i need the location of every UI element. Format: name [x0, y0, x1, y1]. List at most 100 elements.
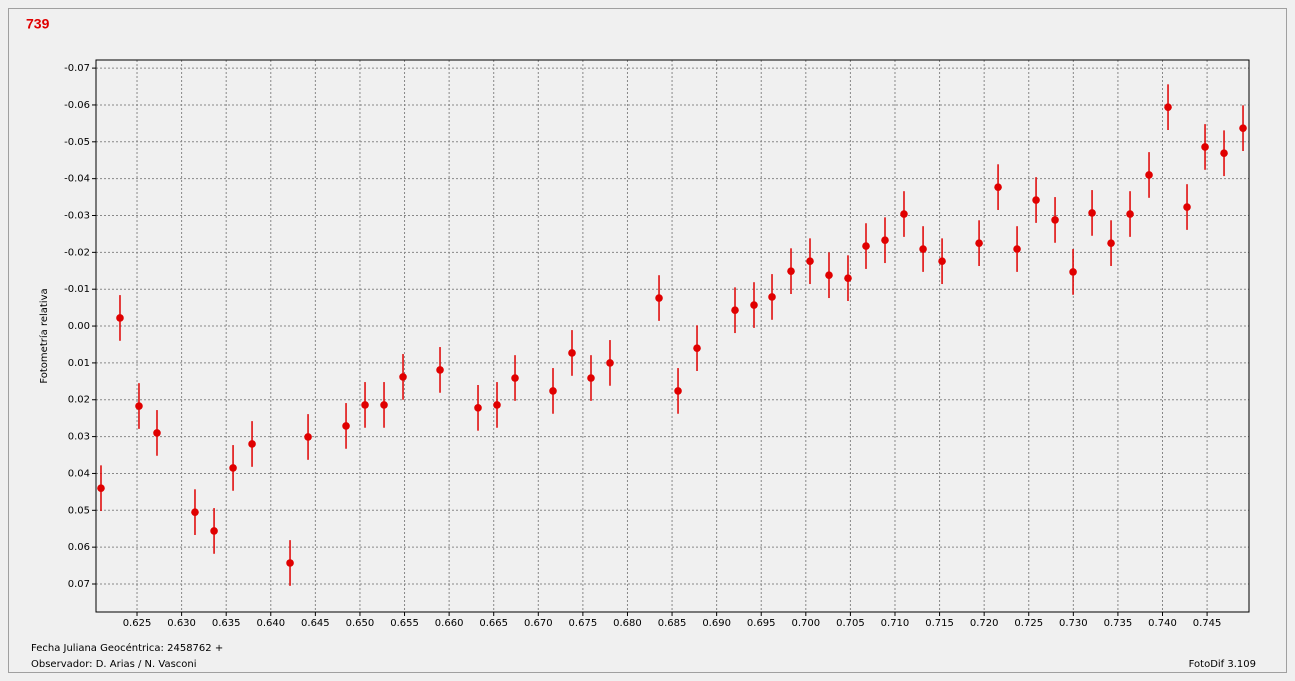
data-point — [919, 245, 927, 253]
data-point — [135, 402, 143, 410]
y-tick-label: 0.04 — [68, 468, 90, 479]
footer-date: Fecha Juliana Geocéntrica: 2458762 + — [31, 642, 223, 654]
data-point — [361, 401, 369, 409]
y-tick-label: -0.04 — [64, 174, 90, 185]
data-point — [862, 242, 870, 250]
x-tick-label: 0.665 — [479, 618, 508, 629]
data-point — [750, 301, 758, 309]
y-tick-label: -0.05 — [64, 137, 90, 148]
data-point — [1164, 103, 1172, 111]
x-tick-label: 0.735 — [1104, 618, 1133, 629]
data-point — [191, 508, 199, 516]
data-point — [116, 314, 124, 322]
data-point — [655, 294, 663, 302]
data-point — [342, 422, 350, 430]
data-point — [1183, 203, 1191, 211]
data-point — [587, 374, 595, 382]
x-tick-label: 0.660 — [435, 618, 464, 629]
data-point — [1032, 196, 1040, 204]
data-point — [1013, 245, 1021, 253]
data-point — [380, 401, 388, 409]
data-point — [606, 359, 614, 367]
x-tick-label: 0.650 — [346, 618, 375, 629]
x-tick-label: 0.635 — [212, 618, 241, 629]
data-point — [1126, 210, 1134, 218]
data-point — [674, 387, 682, 395]
chart-title: 739 — [26, 16, 50, 32]
data-point — [229, 464, 237, 472]
data-point — [399, 373, 407, 381]
data-point — [493, 401, 501, 409]
y-tick-label: 0.02 — [68, 395, 90, 406]
footer-observer: Observador: D. Arias / N. Vasconi — [31, 659, 197, 670]
x-tick-label: 0.640 — [256, 618, 285, 629]
x-tick-label: 0.685 — [658, 618, 687, 629]
x-tick-label: 0.655 — [390, 618, 419, 629]
y-tick-label: -0.02 — [64, 247, 90, 258]
x-tick-label: 0.740 — [1148, 618, 1177, 629]
data-point — [436, 366, 444, 374]
data-point — [768, 293, 776, 301]
data-point — [568, 349, 576, 357]
data-point — [806, 257, 814, 265]
data-point — [1201, 143, 1209, 151]
data-point — [304, 433, 312, 441]
y-tick-label: 0.07 — [68, 579, 90, 590]
data-point — [210, 527, 218, 535]
data-point — [1107, 239, 1115, 247]
data-point — [1239, 124, 1247, 132]
data-point — [1088, 209, 1096, 217]
y-tick-label: -0.07 — [64, 63, 90, 74]
x-tick-label: 0.680 — [613, 618, 642, 629]
data-point — [1069, 268, 1077, 276]
y-tick-label: -0.01 — [64, 284, 90, 295]
data-point — [844, 274, 852, 282]
y-tick-label: 0.01 — [68, 358, 90, 369]
data-point — [97, 484, 105, 492]
data-point — [825, 271, 833, 279]
x-tick-label: 0.670 — [524, 618, 553, 629]
data-point — [511, 374, 519, 382]
x-tick-label: 0.645 — [301, 618, 330, 629]
data-point — [1051, 216, 1059, 224]
data-point — [900, 210, 908, 218]
y-tick-label: 0.00 — [68, 321, 90, 332]
data-point — [787, 267, 795, 275]
x-tick-label: 0.725 — [1014, 618, 1043, 629]
data-point — [286, 559, 294, 567]
y-tick-label: -0.03 — [64, 211, 90, 222]
x-tick-label: 0.730 — [1059, 618, 1088, 629]
data-point — [153, 429, 161, 437]
data-point — [994, 183, 1002, 191]
plot-border — [95, 59, 1250, 613]
x-tick-label: 0.715 — [925, 618, 954, 629]
x-tick-label: 0.630 — [167, 618, 196, 629]
data-point — [1145, 171, 1153, 179]
x-tick-label: 0.675 — [569, 618, 598, 629]
data-point — [474, 404, 482, 412]
data-point — [693, 344, 701, 352]
y-tick-label: 0.06 — [68, 542, 90, 553]
y-tick-label: 0.03 — [68, 432, 90, 443]
data-point — [975, 239, 983, 247]
y-axis-label: Fotometría relativa — [38, 288, 50, 383]
data-point — [549, 387, 557, 395]
x-tick-label: 0.745 — [1193, 618, 1222, 629]
data-point — [248, 440, 256, 448]
x-tick-label: 0.720 — [970, 618, 999, 629]
x-tick-label: 0.705 — [836, 618, 865, 629]
y-tick-label: 0.05 — [68, 505, 90, 516]
data-point — [881, 236, 889, 244]
x-tick-label: 0.625 — [123, 618, 152, 629]
x-tick-label: 0.695 — [747, 618, 776, 629]
footer-version: FotoDif 3.109 — [1189, 659, 1256, 670]
data-point — [731, 306, 739, 315]
data-point — [1220, 149, 1228, 158]
x-tick-label: 0.710 — [881, 618, 910, 629]
y-tick-label: -0.06 — [64, 100, 90, 111]
x-tick-label: 0.690 — [702, 618, 731, 629]
x-tick-label: 0.700 — [791, 618, 820, 629]
data-point — [938, 257, 946, 265]
